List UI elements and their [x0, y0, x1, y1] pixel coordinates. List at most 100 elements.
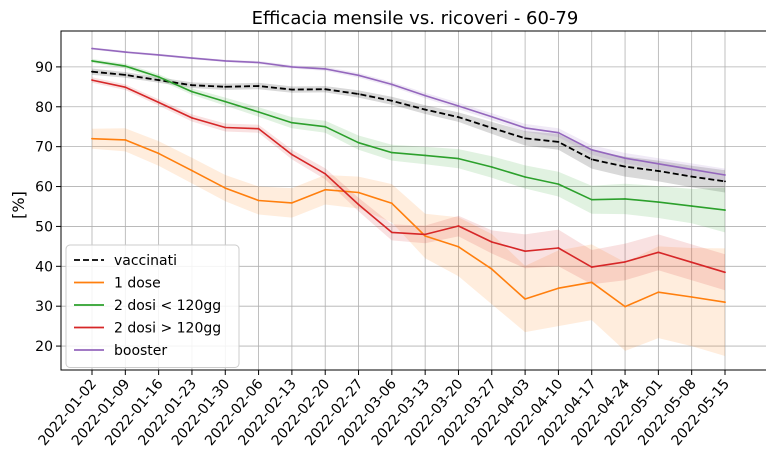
data-point — [557, 287, 560, 290]
data-point — [724, 174, 726, 176]
data-point — [457, 105, 460, 107]
confidence-band-4 — [92, 47, 725, 182]
confidence-band-0 — [92, 68, 725, 193]
data-point — [324, 67, 327, 70]
data-point — [724, 301, 726, 304]
y-tick-label: 30 — [35, 299, 53, 315]
data-point — [590, 198, 593, 201]
data-point — [157, 152, 160, 155]
legend: vaccinati 1 dose 2 dosi < 120gg 2 dosi > 12… — [65, 244, 240, 368]
data-point — [590, 158, 593, 161]
data-point — [257, 127, 260, 130]
data-point — [124, 51, 127, 54]
y-axis-label: [%] — [9, 191, 28, 219]
data-point — [557, 183, 560, 186]
data-point — [490, 268, 493, 270]
data-point — [157, 75, 160, 78]
data-point — [457, 225, 460, 227]
data-point — [124, 73, 127, 76]
y-axis-ticks: 20 30 40 50 60 70 80 90 — [35, 60, 61, 355]
series-line-3 — [91, 79, 726, 274]
data-point — [224, 85, 227, 88]
data-point — [290, 121, 293, 124]
data-point — [390, 202, 393, 205]
data-point — [357, 93, 360, 95]
data-point — [424, 154, 427, 157]
legend-box — [65, 244, 240, 368]
data-point — [290, 201, 293, 204]
data-point — [91, 137, 93, 140]
data-point — [124, 86, 127, 89]
data-point — [690, 296, 693, 298]
data-point — [91, 47, 93, 50]
data-point — [91, 60, 93, 62]
data-point — [357, 141, 360, 144]
data-point — [724, 209, 726, 211]
data-point — [557, 247, 560, 249]
data-point — [191, 117, 193, 119]
data-point — [624, 198, 626, 200]
data-point — [324, 125, 327, 128]
data-point — [224, 100, 227, 103]
data-point — [124, 138, 127, 141]
series-line-2 — [91, 60, 726, 211]
data-point — [390, 151, 393, 154]
data-point — [557, 131, 560, 134]
confidence-band-2 — [92, 58, 725, 233]
data-point — [290, 153, 293, 156]
data-point — [357, 203, 360, 206]
data-point — [224, 60, 227, 62]
data-point — [324, 188, 327, 191]
y-tick-label: 90 — [35, 60, 53, 76]
data-point — [91, 70, 93, 73]
data-point — [157, 54, 160, 56]
x-axis-ticks: 2022-01-022022-01-092022-01-162022-01-23… — [36, 370, 733, 449]
data-point — [590, 148, 593, 151]
data-point — [690, 261, 693, 264]
data-point — [690, 168, 693, 171]
data-point — [424, 235, 427, 237]
confidence-bands — [92, 47, 725, 356]
confidence-band-1 — [92, 128, 725, 356]
data-point — [424, 233, 427, 236]
confidence-band-3 — [92, 77, 725, 291]
grid — [61, 31, 766, 370]
data-point — [257, 111, 260, 113]
series-line-0 — [91, 70, 726, 183]
data-point — [324, 88, 327, 91]
data-point — [424, 94, 427, 97]
data-point — [191, 57, 193, 60]
data-point — [624, 157, 626, 160]
data-point — [191, 84, 193, 87]
data-point — [490, 241, 493, 243]
data-point — [657, 170, 660, 172]
data-point — [590, 281, 593, 284]
data-point — [657, 162, 660, 165]
plot-frame — [60, 30, 766, 371]
legend-label: 2 dosi < 120gg — [114, 298, 221, 314]
data-point — [224, 187, 227, 190]
data-point — [624, 261, 626, 263]
data-point — [191, 169, 193, 172]
chart-title: Efficacia mensile vs. ricoveri - 60-79 — [252, 8, 579, 29]
legend-label: 1 dose — [114, 276, 161, 292]
y-tick-label: 70 — [35, 140, 53, 156]
data-point — [624, 165, 626, 168]
data-point — [257, 85, 260, 87]
data-point — [524, 298, 527, 300]
data-point — [124, 65, 127, 67]
data-point — [657, 201, 660, 203]
data-point — [157, 79, 160, 81]
data-point — [257, 61, 260, 64]
data-point — [724, 180, 726, 183]
data-point — [457, 116, 460, 119]
y-tick-label: 40 — [35, 259, 53, 275]
y-tick-label: 50 — [35, 219, 53, 235]
data-point — [524, 137, 527, 140]
series-line-1 — [91, 137, 726, 308]
data-point — [590, 266, 593, 269]
legend-label: vaccinati — [114, 253, 177, 269]
data-point — [457, 245, 460, 248]
data-point — [690, 205, 693, 207]
